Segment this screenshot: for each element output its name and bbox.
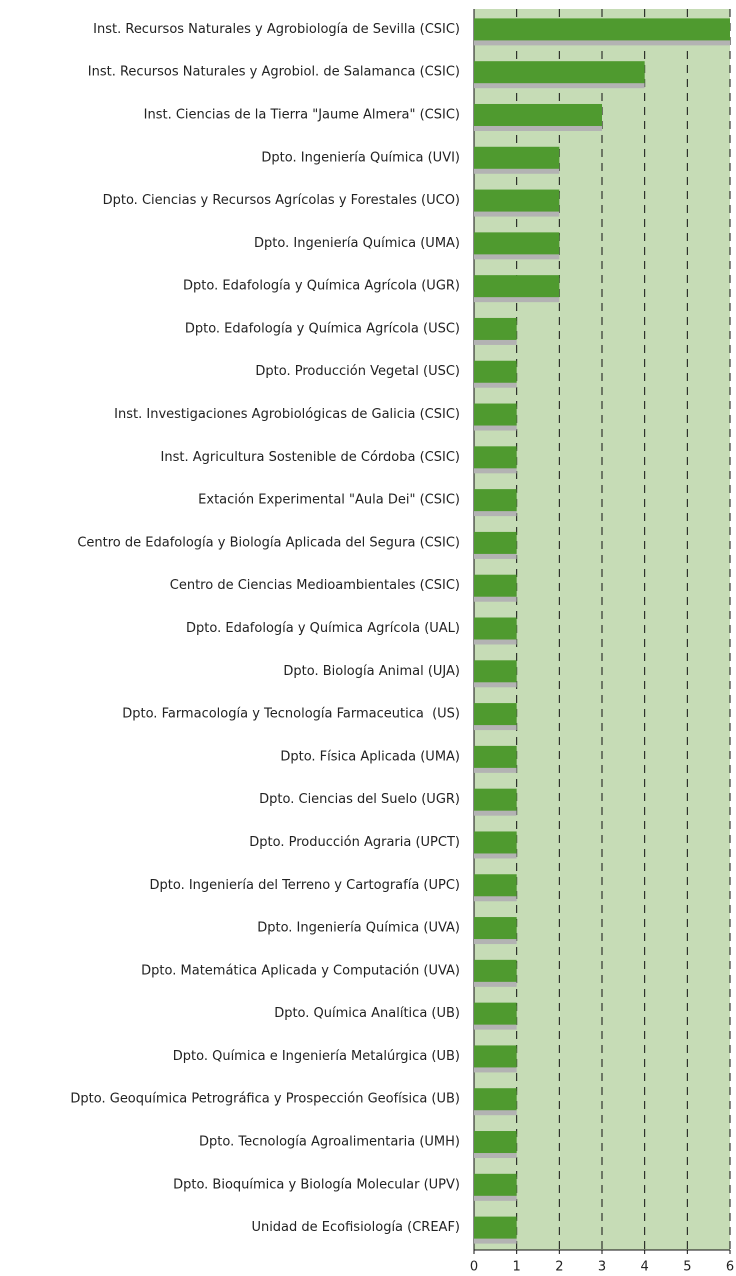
bar [474, 917, 517, 940]
y-tick-label: Dpto. Biología Animal (UJA) [283, 664, 460, 679]
bar [474, 660, 517, 683]
y-tick-label: Dpto. Edafología y Química Agrícola (UGR… [183, 279, 460, 294]
x-tick-label: 5 [683, 1260, 691, 1275]
y-tick-label: Centro de Ciencias Medioambientales (CSI… [170, 578, 460, 593]
bar [474, 703, 517, 726]
bar [474, 275, 560, 298]
bar [474, 489, 517, 512]
bar [474, 18, 730, 41]
x-tick-label: 3 [598, 1260, 606, 1275]
y-tick-label: Dpto. Ciencias y Recursos Agrícolas y Fo… [103, 193, 460, 208]
bar [474, 61, 645, 84]
bar [474, 1131, 517, 1154]
x-tick-label: 2 [555, 1260, 563, 1275]
bar [474, 189, 560, 212]
bar [474, 1173, 517, 1196]
bar [474, 831, 517, 854]
bar [474, 574, 517, 597]
y-tick-label: Dpto. Matemática Aplicada y Computación … [141, 963, 460, 978]
x-tick-label: 1 [513, 1260, 521, 1275]
bar [474, 103, 602, 126]
y-tick-label: Dpto. Edafología y Química Agrícola (UAL… [186, 621, 460, 636]
y-tick-label: Dpto. Ingeniería Química (UMA) [254, 236, 460, 251]
bar [474, 788, 517, 811]
y-tick-label: Centro de Edafología y Biología Aplicada… [77, 535, 460, 550]
y-tick-label: Inst. Recursos Naturales y Agrobiol. de … [88, 65, 460, 80]
y-tick-label: Dpto. Geoquímica Petrográfica y Prospecc… [70, 1092, 460, 1107]
bar [474, 446, 517, 469]
y-tick-label: Dpto. Edafología y Química Agrícola (USC… [185, 321, 460, 336]
bar [474, 146, 560, 169]
y-tick-label: Inst. Recursos Naturales y Agrobiología … [93, 22, 460, 37]
bar [474, 1002, 517, 1025]
bar [474, 1045, 517, 1068]
y-tick-label: Inst. Ciencias de la Tierra "Jaume Almer… [144, 107, 460, 122]
x-tick-label: 0 [470, 1260, 478, 1275]
bar [474, 360, 517, 383]
bar [474, 403, 517, 426]
bar [474, 232, 560, 255]
bar [474, 317, 517, 340]
y-tick-label: Inst. Investigaciones Agrobiológicas de … [114, 407, 460, 422]
y-tick-label: Dpto. Química Analítica (UB) [274, 1006, 460, 1021]
y-tick-label: Dpto. Ingeniería del Terreno y Cartograf… [150, 878, 461, 893]
y-tick-label: Dpto. Química e Ingeniería Metalúrgica (… [173, 1049, 460, 1064]
bar [474, 1088, 517, 1111]
bar [474, 745, 517, 768]
y-tick-label: Dpto. Bioquímica y Biología Molecular (U… [173, 1177, 460, 1192]
y-tick-label: Dpto. Farmacología y Tecnología Farmaceu… [122, 707, 460, 722]
y-tick-label: Dpto. Producción Agraria (UPCT) [249, 835, 460, 850]
bar [474, 959, 517, 982]
x-tick-label: 6 [726, 1260, 734, 1275]
x-tick-label: 4 [641, 1260, 649, 1275]
bar [474, 531, 517, 554]
y-tick-label: Dpto. Física Aplicada (UMA) [280, 749, 460, 764]
y-tick-label: Unidad de Ecofisiología (CREAF) [251, 1220, 460, 1235]
y-tick-label: Dpto. Producción Vegetal (USC) [255, 364, 460, 379]
y-tick-label: Dpto. Tecnología Agroalimentaria (UMH) [199, 1135, 460, 1150]
y-tick-label: Dpto. Ingeniería Química (UVI) [261, 150, 460, 165]
y-tick-label: Dpto. Ingeniería Química (UVA) [257, 921, 460, 936]
y-tick-label: Inst. Agricultura Sostenible de Córdoba … [161, 450, 460, 465]
y-tick-label: Extación Experimental "Aula Dei" (CSIC) [198, 493, 460, 508]
bar [474, 1216, 517, 1239]
bar [474, 874, 517, 897]
y-tick-label: Dpto. Ciencias del Suelo (UGR) [259, 792, 460, 807]
bar [474, 617, 517, 640]
